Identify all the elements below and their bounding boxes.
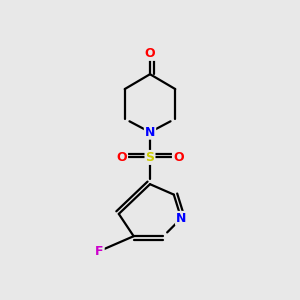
Text: N: N bbox=[176, 212, 186, 225]
Text: O: O bbox=[145, 47, 155, 60]
Text: N: N bbox=[145, 126, 155, 139]
Text: S: S bbox=[146, 151, 154, 164]
Text: O: O bbox=[173, 151, 184, 164]
Text: F: F bbox=[95, 244, 104, 258]
Text: O: O bbox=[116, 151, 127, 164]
